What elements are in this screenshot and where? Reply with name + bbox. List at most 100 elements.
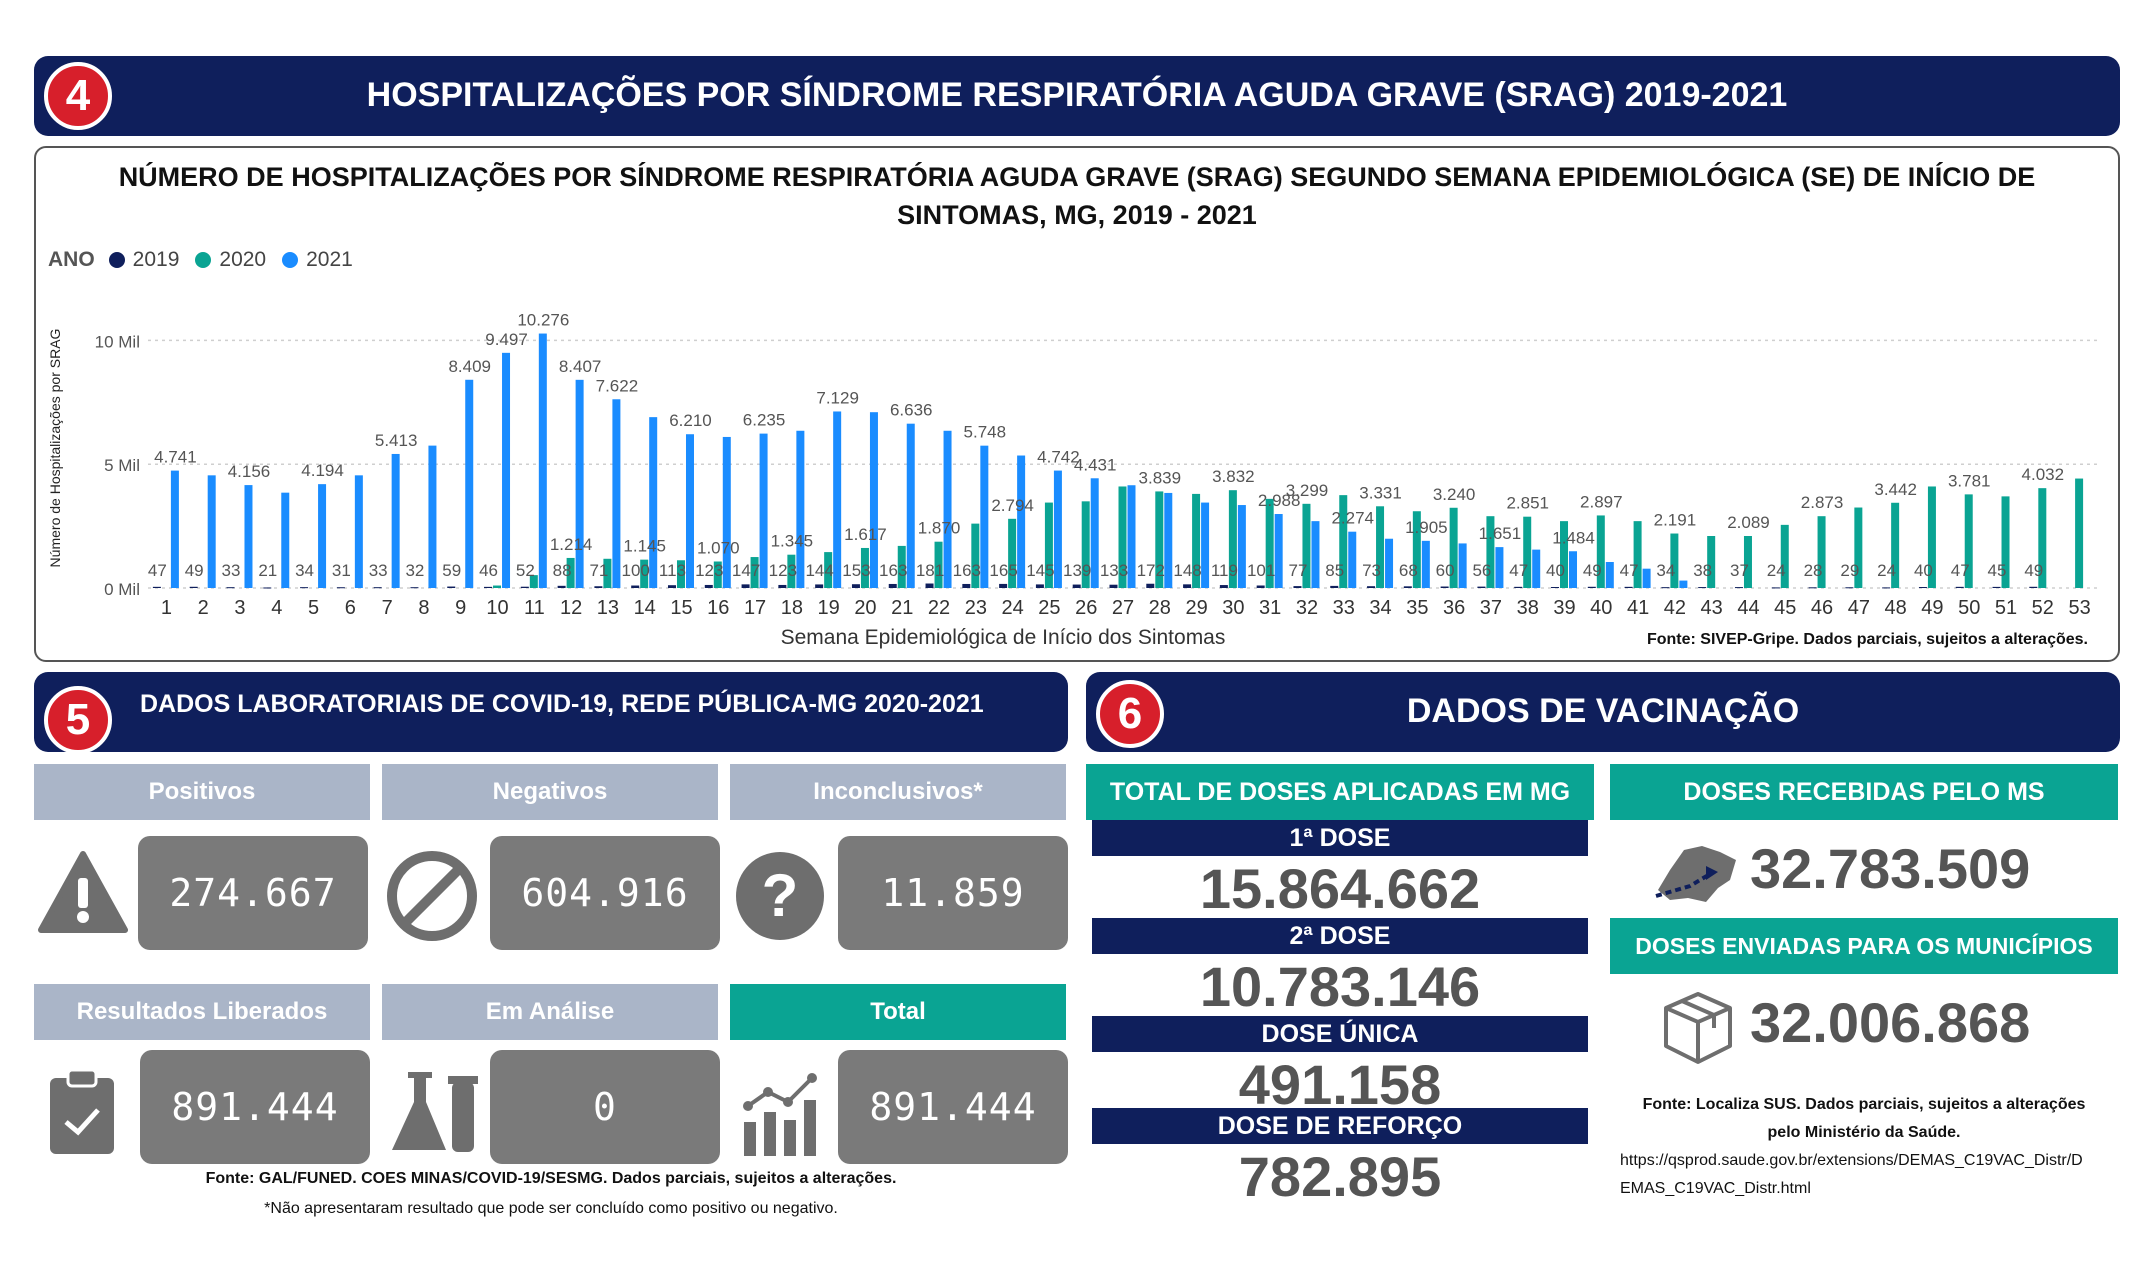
data-label-2019: 172 (1137, 561, 1165, 580)
data-label-2019: 123 (769, 561, 797, 580)
data-label-2019: 123 (695, 561, 723, 580)
data-label-2021: 8.407 (559, 357, 602, 376)
section5-banner: 5 DADOS LABORATORIAIS DE COVID-19, REDE … (34, 672, 1068, 754)
bar-2019-week-7 (373, 587, 382, 589)
bar-2019-week-14 (631, 585, 640, 588)
x-tick-label: 26 (1075, 597, 1097, 619)
data-label-2020: 1.345 (771, 532, 814, 551)
bar-2020-week-28 (1155, 491, 1164, 588)
bar-2021-week-39 (1569, 551, 1578, 588)
bar-2021-week-42 (1679, 580, 1688, 588)
data-label-2021: 5.413 (375, 431, 418, 450)
data-label-2019: 52 (516, 561, 535, 580)
section5-badge: 5 (44, 686, 112, 754)
bar-2019-week-30 (1219, 585, 1228, 588)
bar-2021-week-21 (906, 423, 915, 588)
bar-2021-week-12 (575, 379, 584, 588)
bar-2019-week-1 (152, 586, 161, 588)
x-tick-label: 14 (634, 597, 656, 619)
data-label-2019: 88 (553, 561, 572, 580)
data-label-2021: 2.988 (1258, 491, 1301, 510)
chart-legend: ANO 2019 2020 2021 (48, 248, 361, 272)
data-label-2019: 33 (222, 561, 241, 580)
data-label-2021: 1.905 (1405, 518, 1448, 537)
data-label-2019: 37 (1730, 561, 1749, 580)
bar-2019-week-39 (1551, 587, 1560, 589)
package-box-icon (1664, 992, 1732, 1064)
data-label-2021: 7.129 (816, 388, 859, 407)
bar-2020-week-34 (1376, 506, 1385, 588)
legend-title: ANO (48, 248, 95, 271)
x-tick-label: 45 (1774, 597, 1796, 619)
bar-2021-week-8 (428, 445, 437, 588)
x-tick-label: 37 (1480, 597, 1502, 619)
bar-2019-week-8 (410, 587, 419, 589)
chart-panel: NÚMERO DE HOSPITALIZAÇÕES POR SÍNDROME R… (34, 146, 2120, 662)
data-label-2019: 31 (332, 561, 351, 580)
x-tick-label: 52 (2032, 597, 2054, 619)
bar-2019-week-24 (999, 583, 1008, 588)
section4-badge: 4 (44, 62, 112, 130)
section6-banner: 6 DADOS DE VACINAÇÃO (1086, 672, 2120, 752)
data-label-2019: 34 (295, 561, 314, 580)
data-label-2021: 6.636 (890, 401, 933, 420)
bar-2021-week-36 (1458, 543, 1467, 588)
data-label-2019: 24 (1877, 561, 1896, 580)
bar-2019-week-31 (1256, 585, 1265, 588)
x-tick-label: 11 (524, 597, 545, 619)
data-label-2019: 56 (1472, 561, 1491, 580)
inconclusivos-header: Inconclusivos* (730, 764, 1066, 820)
bar-2019-week-4 (263, 587, 272, 589)
x-tick-label: 50 (1958, 597, 1980, 619)
data-label-2019: 163 (953, 561, 981, 580)
data-label-2019: 163 (879, 561, 907, 580)
data-label-2019: 40 (1914, 561, 1933, 580)
x-tick-label: 39 (1553, 597, 1575, 619)
x-tick-label: 33 (1333, 597, 1355, 619)
legend-item-2019: 2019 (132, 248, 180, 271)
data-label-2020: 3.299 (1286, 481, 1329, 500)
x-tick-label: 6 (345, 597, 356, 619)
bar-2021-week-38 (1532, 549, 1541, 588)
x-tick-label: 3 (234, 597, 245, 619)
liberados-header: Resultados Liberados (34, 984, 370, 1040)
data-label-2019: 133 (1100, 561, 1128, 580)
x-tick-label: 10 (486, 597, 508, 619)
data-label-2019: 144 (805, 561, 833, 580)
data-label-2019: 47 (1951, 561, 1970, 580)
y-tick-label: 0 Mil (104, 580, 140, 599)
data-label-2019: 45 (1988, 561, 2007, 580)
vaccine-url-line2[interactable]: EMAS_C19VAC_Distr.html (1620, 1180, 1811, 1197)
em-analise-header: Em Análise (382, 984, 718, 1040)
x-tick-label: 38 (1517, 597, 1539, 619)
data-label-2019: 101 (1247, 561, 1275, 580)
data-label-2020: 3.781 (1948, 471, 1991, 490)
data-label-2019: 139 (1063, 561, 1091, 580)
bar-2019-week-18 (778, 584, 787, 588)
x-tick-label: 48 (1885, 597, 1907, 619)
data-label-2019: 49 (185, 561, 204, 580)
bar-2019-week-41 (1624, 586, 1633, 588)
data-label-2020: 3.839 (1139, 468, 1182, 487)
data-label-2019: 147 (732, 561, 760, 580)
bar-2021-week-18 (796, 430, 805, 588)
x-tick-label: 32 (1296, 597, 1318, 619)
bar-2019-week-26 (1072, 584, 1081, 588)
bar-2021-week-9 (465, 379, 474, 588)
bar-2019-week-34 (1367, 586, 1376, 588)
bar-2021-week-2 (207, 475, 216, 588)
bar-2021-week-20 (869, 412, 878, 588)
bar-2021-week-19 (833, 411, 842, 588)
legend-dot-2021 (282, 252, 299, 268)
data-label-2019: 24 (1767, 561, 1786, 580)
received-value: 32.783.509 (1750, 837, 2031, 900)
bar-2020-week-41 (1633, 521, 1642, 588)
question-icon: ? (736, 852, 824, 940)
data-label-2019: 145 (1026, 561, 1054, 580)
bar-2021-week-14 (649, 417, 658, 588)
bar-2019-week-29 (1183, 584, 1192, 588)
data-label-2020: 2.873 (1801, 493, 1844, 512)
vaccine-url-line1[interactable]: https://qsprod.saude.gov.br/extensions/D… (1620, 1152, 2083, 1169)
vaccine-source-line2: pelo Ministério da Saúde. (1767, 1124, 1961, 1141)
bar-2020-week-45 (1780, 524, 1789, 588)
